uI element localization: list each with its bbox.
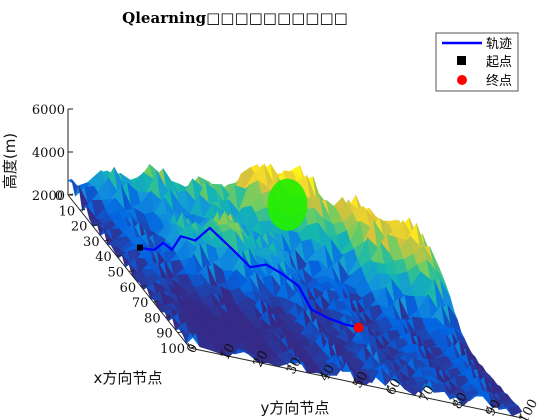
y-tick-mark (187, 342, 191, 349)
obstacle-blob (267, 178, 308, 231)
surface-cell (508, 405, 523, 417)
x-tick-mark (92, 224, 98, 227)
z-axis-label: 高度(m) (1, 133, 19, 189)
y-axis-label: y方向节点 (261, 399, 330, 417)
x-tick-label: 80 (144, 311, 161, 326)
z-tick-labels: 2000 4000 6000 (32, 103, 73, 204)
legend-goal-label: 终点 (486, 73, 512, 89)
trajectory-layer (137, 226, 364, 333)
x-tick-mark (104, 239, 110, 242)
legend-start-label: 起点 (486, 55, 512, 70)
legend: 轨迹 起点 终点 (435, 32, 519, 92)
y-tick-mark (220, 349, 224, 356)
x-tick-mark (141, 285, 147, 288)
legend-goal-swatch (457, 75, 467, 85)
y-tick-label: 60 (383, 376, 404, 398)
y-tick-label: 50 (350, 369, 371, 391)
y-tick-label: 80 (450, 390, 471, 412)
x-tick-label: 50 (107, 266, 124, 281)
x-tick-label: 10 (59, 204, 76, 219)
z-tick-label: 2000 (32, 189, 65, 204)
chart-title: Qlearning□□□□□□□□□□ (122, 9, 348, 27)
x-tick-label: 90 (156, 327, 173, 342)
x-tick-mark (189, 346, 196, 349)
x-tick-label: 60 (120, 281, 137, 296)
x-tick-mark (80, 208, 86, 211)
z-tick-label: 6000 (32, 103, 65, 118)
y-tick-label: 10 (217, 341, 238, 363)
y-tick-mark (353, 377, 357, 384)
terrain-surface (67, 163, 523, 417)
legend-trajectory-label: 轨迹 (486, 37, 512, 52)
x-tick-label: 30 (83, 235, 100, 250)
x-tick-label: 40 (95, 250, 112, 265)
x-tick-mark (116, 254, 122, 257)
legend-start-swatch (457, 56, 466, 65)
x-tick-label: 100 (160, 342, 185, 357)
x-tick-label: 20 (71, 220, 88, 235)
x-tick-label: 70 (132, 296, 149, 311)
y-tick-mark (486, 405, 490, 412)
y-tick-mark (253, 356, 257, 363)
x-tick-mark (177, 331, 183, 334)
y-tick-label: 30 (284, 355, 305, 377)
y-tick-mark (287, 363, 291, 370)
y-tick-mark (453, 398, 457, 405)
x-tick-mark (165, 315, 171, 318)
y-tick-mark (320, 370, 324, 377)
y-tick-mark (386, 384, 390, 391)
y-tick-mark (419, 391, 423, 398)
z-tick-label: 4000 (32, 146, 65, 161)
trajectory-line (139, 226, 359, 329)
y-tick-mark (519, 412, 523, 419)
x-tick-mark (128, 270, 135, 272)
obstacle (267, 178, 308, 231)
start-marker (137, 244, 143, 251)
y-tick-label: 70 (417, 383, 438, 405)
y-tick-label: 20 (251, 348, 272, 370)
x-tick-label: 0 (55, 189, 63, 204)
goal-marker (353, 322, 364, 333)
x-tick-mark (153, 300, 159, 303)
y-tick-label: 40 (317, 362, 338, 384)
x-axis-label: x方向节点 (94, 369, 163, 387)
y-tick-label: 90 (483, 397, 504, 419)
